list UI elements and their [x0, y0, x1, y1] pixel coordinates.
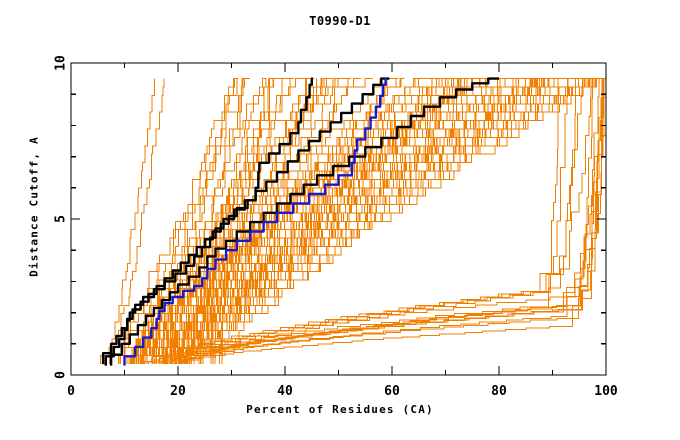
- page-title: T0990-D1: [309, 14, 371, 28]
- background-curve: [221, 78, 606, 365]
- background-curve: [219, 78, 601, 365]
- background-curve: [120, 78, 267, 365]
- background-curve: [169, 78, 459, 365]
- x-axis-label: Percent of Residues (CA): [246, 403, 434, 416]
- background-curve: [185, 78, 607, 365]
- background-curve: [210, 78, 605, 365]
- background-curve: [187, 78, 602, 365]
- x-tick-label: 20: [170, 384, 186, 399]
- background-curve: [108, 78, 165, 365]
- y-tick-label: 5: [54, 215, 69, 223]
- background-curve: [187, 78, 606, 365]
- background-curve: [181, 78, 603, 365]
- background-curve: [164, 78, 560, 365]
- x-tick-label: 0: [67, 384, 75, 399]
- x-tick-label: 80: [491, 384, 507, 399]
- x-tick-label: 60: [384, 384, 400, 399]
- background-curve: [117, 78, 310, 365]
- background-curve: [160, 78, 606, 365]
- background-curve: [138, 78, 492, 365]
- y-tick-label: 0: [54, 371, 69, 379]
- background-curve: [100, 78, 155, 365]
- axis-tick-labels: 0 20 40 60 80 100 0 5 10: [54, 55, 618, 399]
- x-tick-label: 40: [277, 384, 293, 399]
- background-curve: [130, 78, 450, 365]
- blue-curve: [123, 77, 387, 366]
- background-curve: [181, 78, 562, 365]
- x-tick-label: 100: [594, 384, 618, 399]
- background-curve: [178, 78, 596, 365]
- black-curve-2: [104, 77, 390, 366]
- background-curve: [212, 78, 601, 365]
- background-prediction-curves: [100, 78, 607, 365]
- plot-frame: [70, 62, 607, 376]
- y-tick-label: 10: [54, 55, 69, 71]
- background-curve: [181, 78, 479, 365]
- black-curve-1: [101, 77, 313, 365]
- highlighted-model-curve: [123, 77, 387, 366]
- background-curve: [174, 78, 568, 365]
